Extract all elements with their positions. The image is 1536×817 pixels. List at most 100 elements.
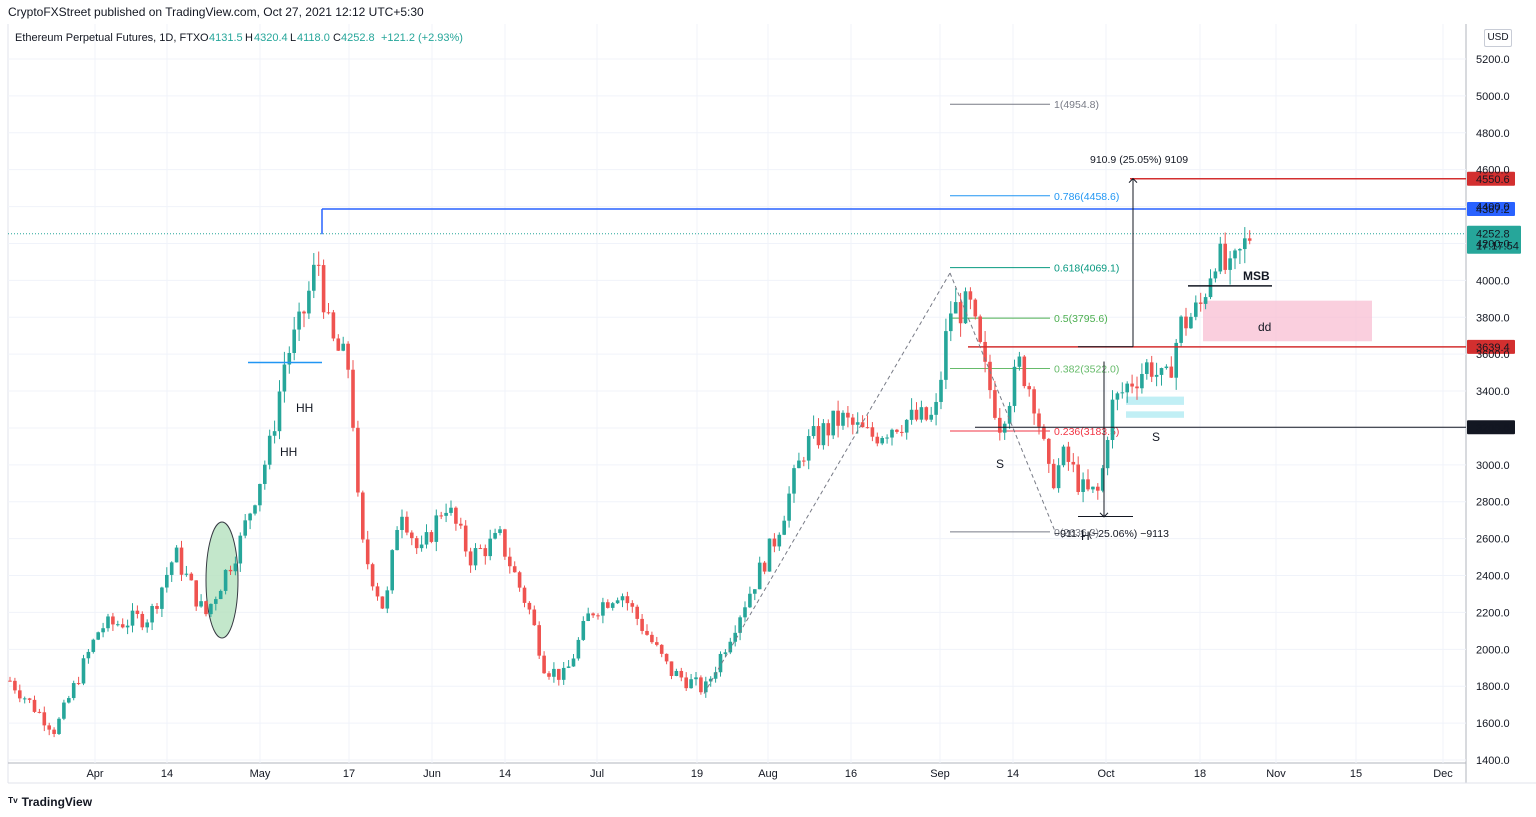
candle-body — [189, 573, 194, 581]
measure-down-label: −911.1 (−25.06%) −9113 — [1054, 528, 1169, 540]
candle-body — [57, 718, 61, 734]
candle-body — [111, 616, 115, 625]
time-tick-label: Sep — [930, 768, 950, 780]
candle-body — [503, 529, 507, 557]
candle-body — [346, 343, 350, 370]
candle-body — [576, 639, 581, 659]
candle-body — [27, 698, 32, 700]
fvg-zone-upper — [1126, 396, 1184, 405]
candle-body — [248, 513, 252, 521]
candle-body — [557, 668, 561, 680]
price-tick-label: 2200.0 — [1476, 607, 1510, 619]
horizontal-levels[interactable]: 4550.6 4387.2 3639.4 3203.5 4252.817:17:54 — [8, 171, 1521, 435]
candle-body — [885, 437, 889, 439]
candle-body — [659, 644, 664, 654]
candle-body — [934, 401, 938, 415]
candle-body — [165, 574, 169, 588]
candle-body — [645, 630, 649, 635]
candle-body — [1194, 302, 1198, 317]
time-axis[interactable]: Apr 14 May 17 Jun 14 Jul 19 Aug 16 Sep 14 Oct 18 Nov 15… — [86, 768, 1453, 780]
candle-body — [267, 435, 272, 465]
demand-zone-dd — [1203, 300, 1372, 342]
candle-body — [1066, 446, 1071, 462]
level-tag-4550.6 — [1467, 171, 1515, 186]
price-tick-label: 2000.0 — [1476, 644, 1510, 656]
candle-body — [517, 572, 522, 588]
candle-body — [826, 423, 831, 436]
candle-body — [669, 661, 674, 676]
candle-body — [145, 622, 149, 628]
candle-body — [439, 515, 443, 517]
drawings[interactable]: 910.9 (25.05%) 9109 −911.1 (−25.06%) −911… — [248, 154, 1272, 694]
candle-body — [390, 550, 394, 591]
candle-body — [228, 569, 233, 572]
price-tick-label: 4200.0 — [1476, 238, 1510, 250]
candle-body — [1115, 393, 1120, 400]
candle-body — [316, 264, 321, 266]
candle-body — [62, 702, 66, 719]
candle-body — [1213, 271, 1218, 279]
candle-body — [272, 431, 277, 436]
time-tick-label: 15 — [1350, 768, 1362, 780]
candle-body — [498, 529, 502, 533]
h-label: H — [1081, 529, 1090, 543]
s-label-right: S — [1152, 430, 1160, 444]
time-tick-label: Nov — [1266, 768, 1286, 780]
candle-body — [821, 423, 826, 446]
ohlc-legend: Ethereum Perpetual Futures, 1D, FTX O 41… — [15, 32, 463, 44]
level-tag-4387.2 — [1467, 201, 1515, 216]
candle-body — [13, 680, 17, 691]
candle-body — [258, 483, 262, 506]
candle-body — [140, 613, 145, 628]
last-price-tag — [1467, 225, 1521, 254]
candle-body — [1042, 426, 1046, 439]
currency-button[interactable]: USD — [1484, 29, 1512, 47]
time-tick-label: Jul — [590, 768, 604, 780]
dashed-trendline-up — [703, 272, 951, 694]
candle-body — [777, 534, 782, 547]
candle-body — [223, 569, 228, 591]
time-tick-label: Aug — [758, 768, 778, 780]
price-tick-label: 1600.0 — [1476, 718, 1510, 730]
price-tick-label: 3600.0 — [1476, 349, 1510, 361]
candle-body — [174, 547, 179, 563]
candle-body — [81, 658, 86, 684]
open-value: 4131.5 — [209, 32, 243, 44]
candle-body — [1125, 383, 1129, 393]
candle-body — [1071, 461, 1076, 465]
fibonacci-retracement[interactable]: 1(4954.8) 0.786(4458.6) 0.618(4069.1) 0.5(3… — [950, 99, 1119, 539]
price-tick-label: 3800.0 — [1476, 312, 1510, 324]
price-tick-label: 3000.0 — [1476, 460, 1510, 472]
candle-body — [547, 673, 551, 677]
candle-body — [1100, 468, 1105, 491]
candle-body — [76, 683, 81, 685]
candle-body — [1032, 389, 1036, 414]
candle-body — [684, 677, 688, 689]
candle-body — [297, 311, 301, 330]
candle-body — [718, 653, 723, 673]
candle-body — [42, 712, 47, 726]
candle-body — [150, 606, 154, 623]
tradingview-logo-icon[interactable]: ᵀᵛ — [8, 795, 18, 809]
candle-body — [615, 600, 620, 604]
price-tick-label: 2800.0 — [1476, 497, 1510, 509]
candle-body — [419, 544, 424, 549]
candle-body — [214, 599, 218, 604]
grid — [8, 24, 1466, 763]
open-label: O — [200, 32, 209, 44]
change-value: +121.2 (+2.93%) — [381, 32, 463, 44]
candle-body — [694, 677, 698, 680]
candle-body — [963, 291, 968, 324]
candle-body — [52, 729, 56, 734]
fib-label-0.382: 0.382(3522.0) — [1054, 364, 1119, 376]
fib-label-1: 1(4954.8) — [1054, 99, 1099, 111]
time-tick-label: 14 — [499, 768, 511, 780]
price-axis[interactable]: 1400.0 1600.0 1800.0 2000.0 2200.0 2400.0 2600… — [1476, 54, 1510, 767]
candle-body — [351, 369, 355, 428]
low-value: 4118.0 — [297, 32, 330, 44]
candle-body — [434, 515, 439, 542]
candle-body — [723, 652, 728, 654]
candle-body — [424, 532, 429, 545]
last-price-label: 4252.8 — [1476, 229, 1510, 241]
